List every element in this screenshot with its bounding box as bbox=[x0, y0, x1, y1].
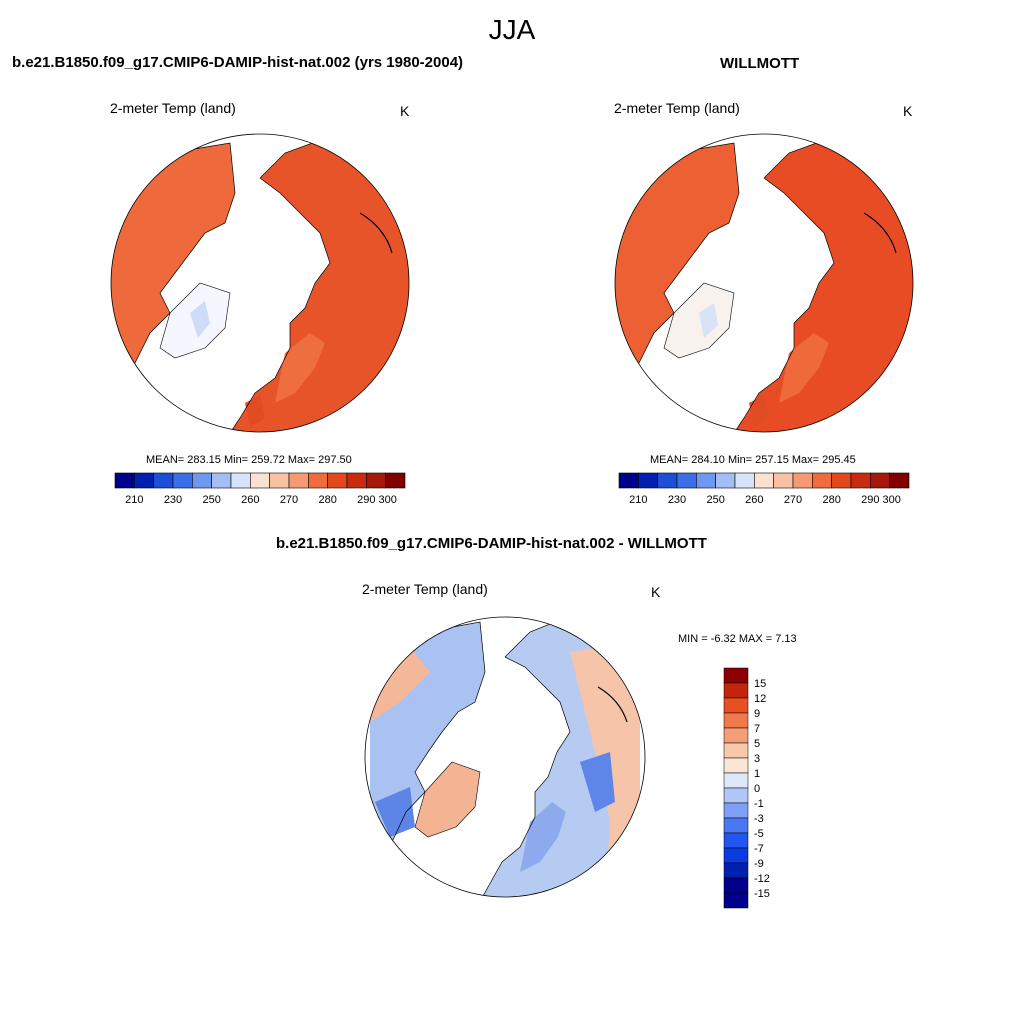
colorbar-box bbox=[618, 472, 639, 489]
colorbar-box bbox=[723, 757, 749, 774]
panel-title-obs: WILLMOTT bbox=[720, 55, 800, 72]
colorbar-box bbox=[230, 472, 251, 489]
page-title: JJA bbox=[488, 14, 536, 45]
colorbar-tick-label: 1 bbox=[754, 768, 760, 780]
colorbar-box bbox=[889, 472, 910, 489]
panel-title-model: b.e21.B1850.f09_g17.CMIP6-DAMIP-hist-nat… bbox=[12, 54, 464, 71]
colorbar-tick-label: 3 bbox=[754, 753, 760, 765]
colorbar-tick-label: 230 bbox=[164, 494, 182, 506]
colorbar-tick-label: -15 bbox=[754, 888, 770, 900]
colorbar-tick-label: 210 bbox=[629, 494, 647, 506]
colorbar-tick-label: -9 bbox=[754, 858, 764, 870]
panel-title-diff: b.e21.B1850.f09_g17.CMIP6-DAMIP-hist-nat… bbox=[276, 535, 707, 552]
colorbar-box bbox=[850, 472, 871, 489]
unit-label-obs: K bbox=[903, 103, 913, 119]
colorbar-box bbox=[723, 847, 749, 864]
colorbar-tick-label: -1 bbox=[754, 798, 764, 810]
colorbar-box bbox=[723, 787, 749, 804]
colorbar-tick-label: 5 bbox=[754, 738, 760, 750]
colorbar-tick-label: 290 bbox=[861, 494, 879, 506]
colorbar-box bbox=[723, 892, 749, 909]
colorbar-box bbox=[723, 832, 749, 849]
colorbar-difference: 15 12 9 7 5 3 1 0 -1 -3 -5 -7 -9 -12 -15 bbox=[723, 667, 770, 909]
colorbar-box bbox=[723, 727, 749, 744]
colorbar-box bbox=[870, 472, 890, 489]
stats-obs: MEAN= 284.10 Min= 257.15 Max= 295.45 bbox=[650, 454, 856, 466]
colorbar-box bbox=[723, 862, 749, 879]
colorbar-tick-label: -12 bbox=[754, 873, 770, 885]
polar-map-model bbox=[110, 133, 410, 433]
colorbar-box bbox=[723, 712, 749, 729]
colorbar-box bbox=[676, 472, 697, 489]
unit-label-diff: K bbox=[651, 584, 661, 600]
colorbar-tick-label: 260 bbox=[241, 494, 259, 506]
colorbar-box bbox=[723, 697, 749, 714]
colorbar-box bbox=[723, 682, 749, 699]
colorbar-box bbox=[153, 472, 174, 489]
variable-label-obs: 2-meter Temp (land) bbox=[614, 100, 740, 116]
colorbar-tick-label: 210 bbox=[125, 494, 143, 506]
colorbar-box bbox=[657, 472, 678, 489]
colorbar-tick-label: 0 bbox=[754, 783, 760, 795]
unit-label-model: K bbox=[400, 103, 410, 119]
colorbar-tick-label: -7 bbox=[754, 843, 764, 855]
colorbar-tick-label: -5 bbox=[754, 828, 764, 840]
colorbar-box bbox=[715, 472, 736, 489]
colorbar-box bbox=[734, 472, 755, 489]
colorbar-box bbox=[346, 472, 367, 489]
colorbar-box bbox=[723, 802, 749, 819]
colorbar-box bbox=[385, 472, 406, 489]
colorbar-tick-label: 12 bbox=[754, 693, 766, 705]
colorbar-tick-label: 280 bbox=[822, 494, 840, 506]
colorbar-box bbox=[812, 472, 832, 489]
colorbar-tick-label: 270 bbox=[280, 494, 298, 506]
colorbar-box bbox=[723, 817, 749, 834]
colorbar-tick-label: 270 bbox=[784, 494, 802, 506]
colorbar-tick-label: 280 bbox=[318, 494, 336, 506]
colorbar-box bbox=[638, 472, 658, 489]
colorbar-model: 210 230 250 260 270 280 290 300 bbox=[114, 472, 406, 506]
colorbar-tick-label: 250 bbox=[706, 494, 724, 506]
colorbar-box bbox=[831, 472, 852, 489]
colorbar-tick-label: 300 bbox=[378, 494, 396, 506]
colorbar-box bbox=[723, 667, 749, 684]
colorbar-box bbox=[723, 742, 749, 759]
polar-map-difference bbox=[364, 616, 646, 898]
polar-map-obs bbox=[614, 133, 914, 433]
colorbar-tick-label: 300 bbox=[882, 494, 900, 506]
variable-label-model: 2-meter Temp (land) bbox=[110, 100, 236, 116]
variable-label-diff: 2-meter Temp (land) bbox=[362, 581, 488, 597]
colorbar-box bbox=[288, 472, 309, 489]
colorbar-box bbox=[192, 472, 212, 489]
colorbar-box bbox=[250, 472, 270, 489]
colorbar-obs: 210 230 250 260 270 280 290 300 bbox=[618, 472, 910, 506]
colorbar-box bbox=[723, 877, 749, 894]
stats-diff: MIN = -6.32 MAX = 7.13 bbox=[678, 633, 797, 645]
colorbar-box bbox=[792, 472, 813, 489]
colorbar-box bbox=[114, 472, 135, 489]
colorbar-box bbox=[773, 472, 794, 489]
colorbar-box bbox=[134, 472, 154, 489]
colorbar-box bbox=[723, 772, 749, 789]
colorbar-tick-label: 7 bbox=[754, 723, 760, 735]
colorbar-tick-label: 290 bbox=[357, 494, 375, 506]
colorbar-box bbox=[754, 472, 774, 489]
colorbar-box bbox=[269, 472, 290, 489]
colorbar-tick-label: -3 bbox=[754, 813, 764, 825]
colorbar-tick-label: 260 bbox=[745, 494, 763, 506]
colorbar-box bbox=[211, 472, 232, 489]
colorbar-tick-label: 15 bbox=[754, 678, 766, 690]
colorbar-tick-label: 250 bbox=[202, 494, 220, 506]
colorbar-box bbox=[696, 472, 716, 489]
colorbar-box bbox=[172, 472, 193, 489]
stats-model: MEAN= 283.15 Min= 259.72 Max= 297.50 bbox=[146, 454, 352, 466]
colorbar-box bbox=[308, 472, 328, 489]
colorbar-tick-label: 230 bbox=[668, 494, 686, 506]
colorbar-box bbox=[366, 472, 386, 489]
colorbar-tick-label: 9 bbox=[754, 708, 760, 720]
colorbar-box bbox=[327, 472, 348, 489]
